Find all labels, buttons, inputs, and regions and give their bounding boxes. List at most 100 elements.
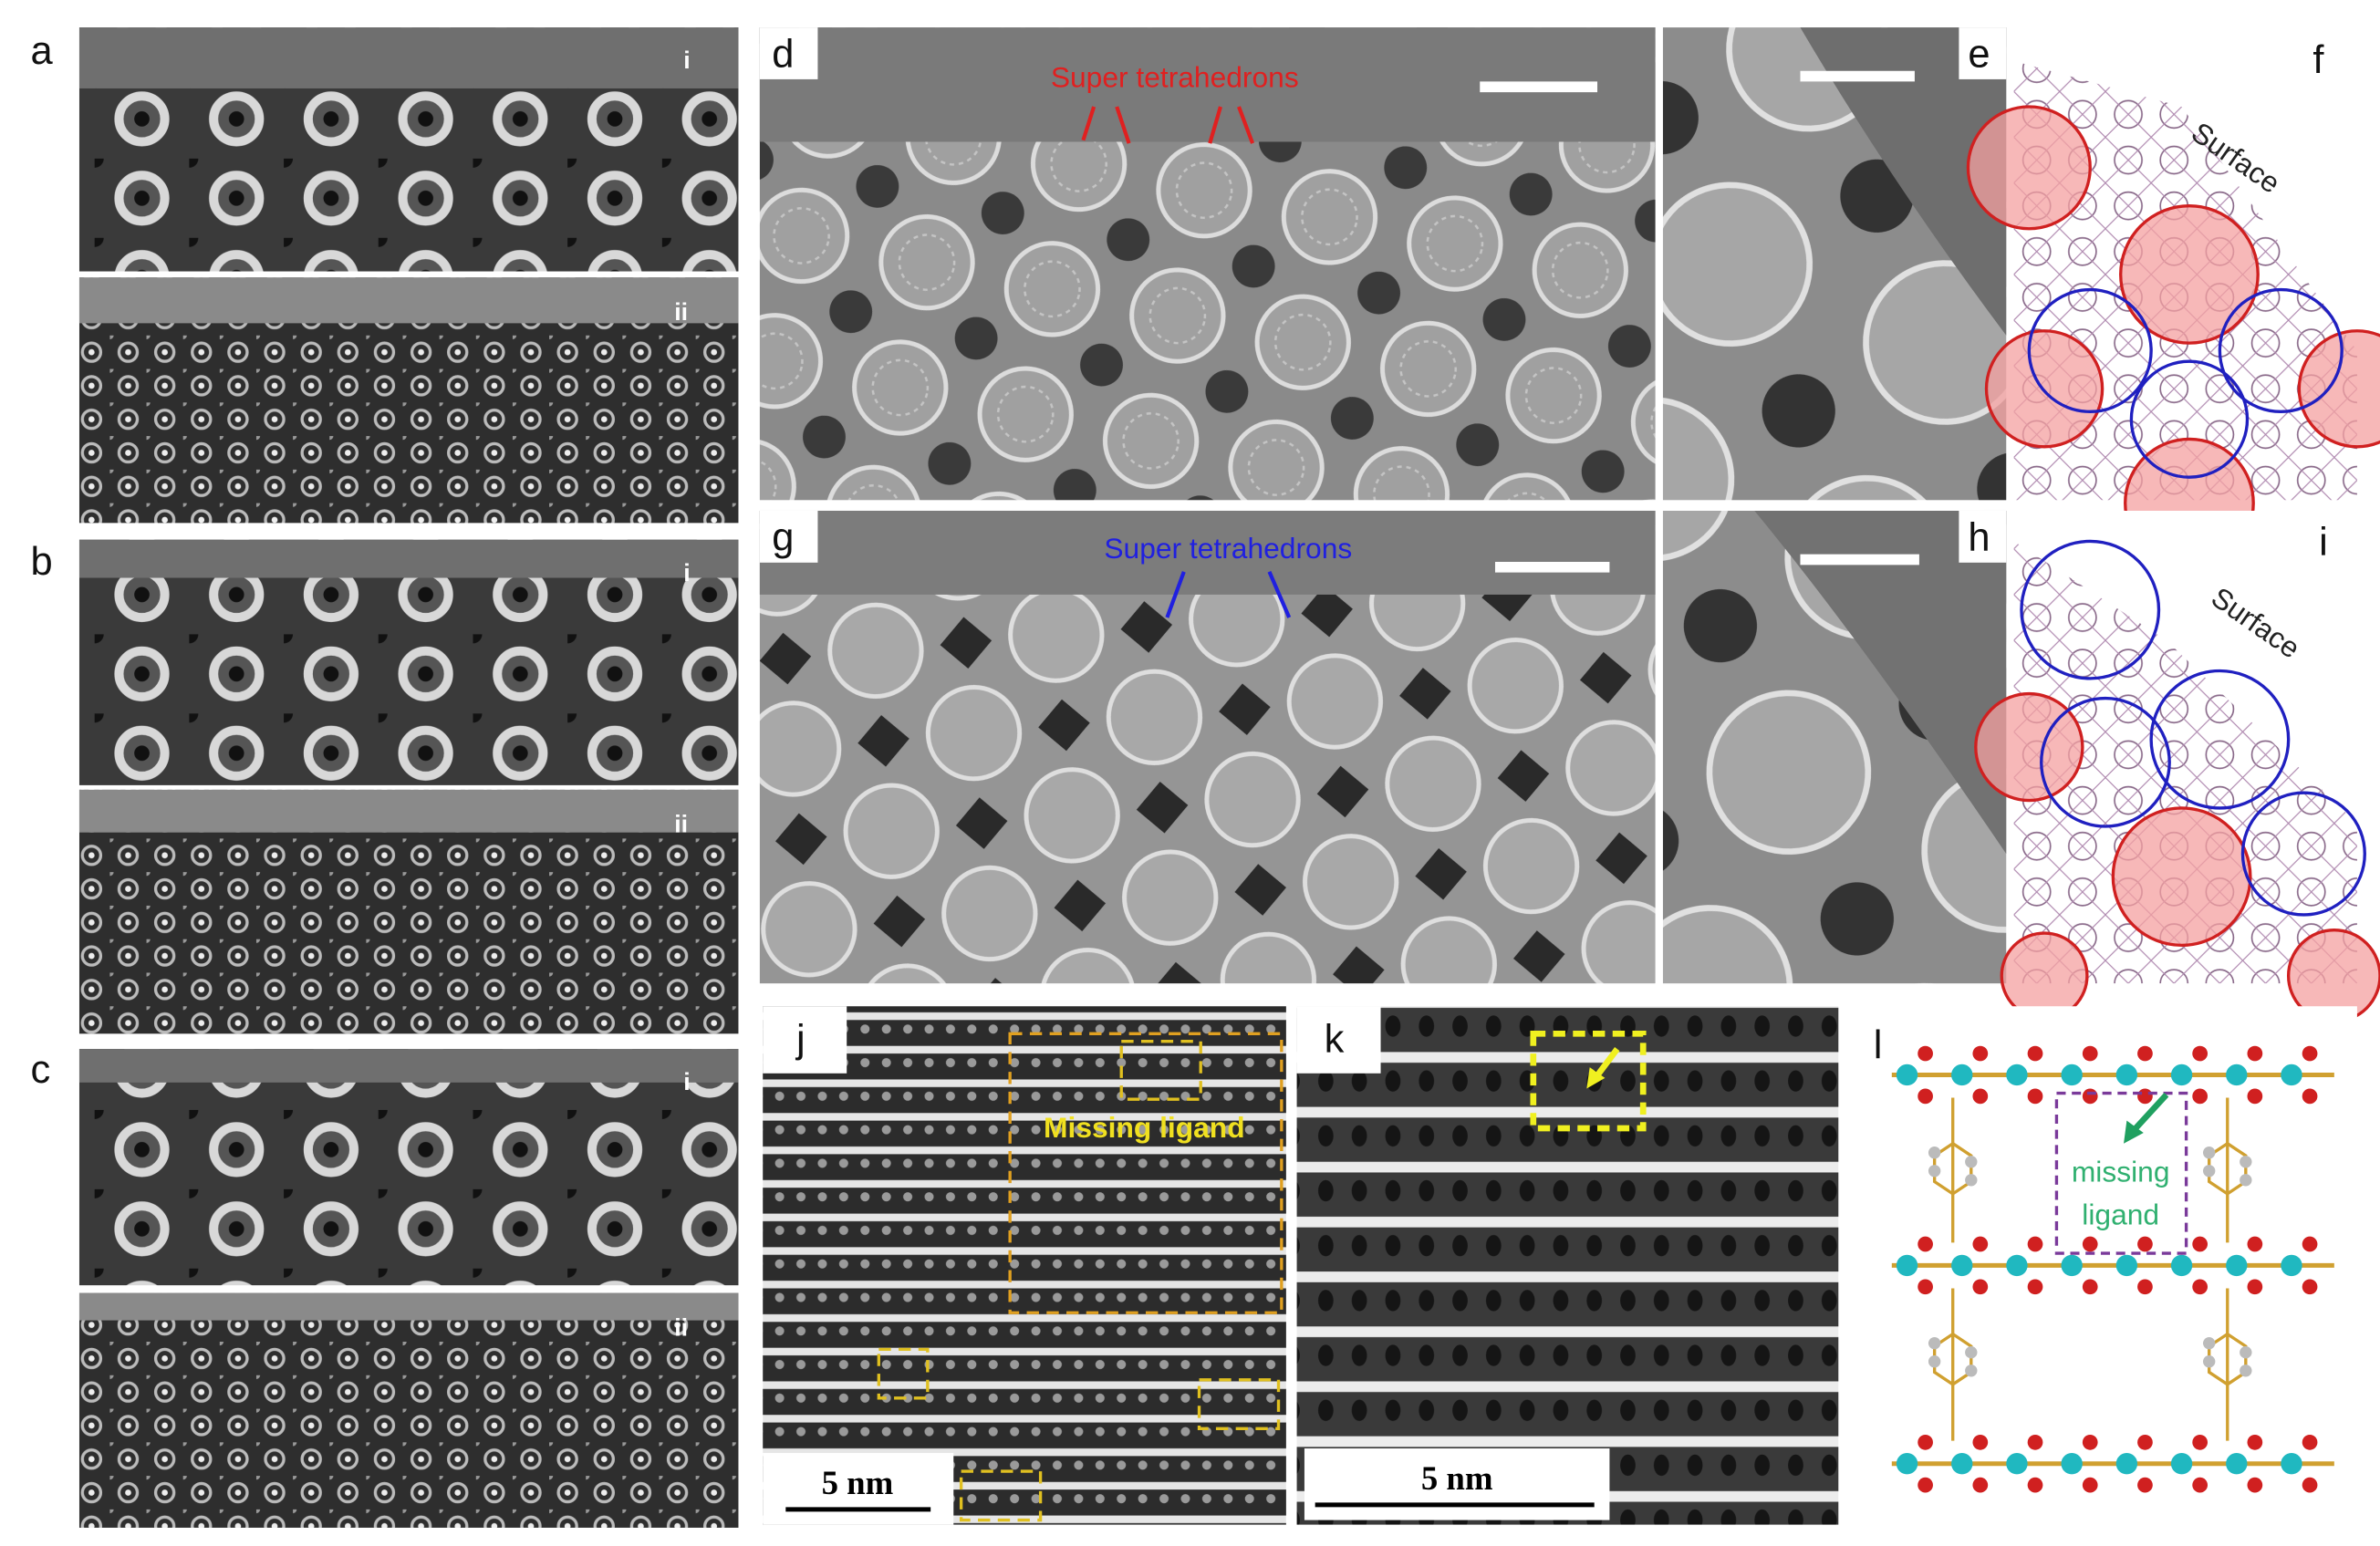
atom-gray [1928, 1165, 1941, 1178]
atom-red [2137, 1236, 2153, 1252]
cage [2040, 696, 2171, 828]
panel-label: d [772, 33, 794, 77]
atom-red [2192, 1236, 2209, 1252]
atom-red [2302, 1434, 2318, 1450]
atom-red [2192, 1279, 2209, 1295]
panel-label: i [2319, 520, 2328, 564]
panel-label: l [1874, 1023, 1883, 1067]
image [78, 1049, 739, 1286]
atom-cyan [2006, 1254, 2028, 1277]
atom-red [2027, 1279, 2043, 1295]
diagram-mesh [2013, 541, 2357, 984]
atom-red [2247, 1279, 2263, 1295]
atom-cyan [2061, 1064, 2083, 1086]
atom-red [2027, 1477, 2043, 1493]
atom-red [2247, 1236, 2263, 1252]
panel-label: g [772, 515, 794, 559]
panel-label: c [30, 1048, 50, 1092]
atom-red [2137, 1045, 2153, 1062]
atom-red [2192, 1477, 2209, 1493]
atom-red [1918, 1434, 1933, 1450]
atom-cyan [2170, 1453, 2193, 1475]
cage [2020, 539, 2161, 680]
atom-red [2247, 1477, 2263, 1493]
atom-red [1918, 1088, 1933, 1105]
scale-bar-bg [1304, 1448, 1610, 1520]
atom-red [2302, 1088, 2318, 1105]
atom-cyan [2061, 1254, 2083, 1277]
sub-label: i [683, 559, 690, 586]
panel-label: k [1325, 1017, 1345, 1061]
atom-cyan [2006, 1453, 2028, 1475]
annotation: missing [2072, 1155, 2170, 1188]
atom-cyan [2115, 1064, 2138, 1086]
annotation: Super tetrahedrons [1051, 60, 1299, 93]
cage [1966, 105, 2092, 231]
atom-red [2247, 1045, 2263, 1062]
atom-red [2247, 1434, 2263, 1450]
atom-cyan [1896, 1453, 1918, 1475]
cage [2111, 806, 2252, 948]
atom-gray [2240, 1364, 2252, 1377]
atom-cyan [1951, 1064, 1973, 1086]
image [1296, 1006, 1839, 1525]
image-surface [78, 277, 739, 324]
panel-label: a [30, 29, 53, 73]
image-surface [78, 1292, 739, 1321]
label-bg [1959, 27, 2007, 79]
atom-red [1972, 1045, 1989, 1062]
cage [2297, 329, 2380, 449]
cage [2027, 287, 2153, 414]
atom-cyan [2226, 1254, 2248, 1277]
annotation: Super tetrahedrons [1104, 532, 1352, 565]
image-surface [78, 789, 739, 833]
atom-cyan [2281, 1453, 2302, 1475]
highlight-boxes [877, 1031, 1647, 1522]
label-bg [1959, 510, 2007, 563]
arrows-g [1165, 571, 1292, 618]
arrow [1081, 106, 1096, 141]
sub-label: i [683, 47, 690, 74]
atom-red [1972, 1088, 1989, 1105]
image [78, 1292, 739, 1528]
atom-gray [2202, 1355, 2216, 1368]
atom-red [2302, 1477, 2318, 1493]
arrow [2130, 1092, 2169, 1134]
panel-label: f [2312, 38, 2324, 82]
molecule [1891, 1045, 2334, 1493]
atom-red [2082, 1236, 2098, 1252]
atom-cyan [2061, 1453, 2083, 1475]
box [1197, 1378, 1281, 1430]
label-bg [763, 1006, 847, 1074]
atom-gray [1965, 1346, 1978, 1359]
atom-cyan [2006, 1064, 2028, 1086]
arrows-d [1081, 106, 1255, 144]
label-bg [759, 510, 818, 563]
image-surface [78, 539, 739, 578]
diagram-i [1974, 539, 2380, 1023]
atom-red [2137, 1088, 2153, 1105]
arrow-head [2124, 1120, 2144, 1144]
atom-red [1918, 1045, 1933, 1062]
atom-red [2137, 1279, 2153, 1295]
arrow-head [1586, 1067, 1606, 1089]
atom-red [2192, 1045, 2209, 1062]
atom-gray [1965, 1174, 1978, 1187]
atom-red [2137, 1434, 2153, 1450]
cage [2218, 287, 2344, 414]
box [959, 1469, 1043, 1522]
annotation: Missing ligand [1044, 1111, 1245, 1144]
image-surface [78, 1049, 739, 1083]
atom-gray [2240, 1346, 2252, 1359]
atom-cyan [1896, 1254, 1918, 1277]
atom-cyan [2115, 1254, 2138, 1277]
arrow [1208, 106, 1222, 144]
image-surface [1754, 510, 2007, 855]
atom-red [2137, 1477, 2153, 1493]
box [1008, 1032, 1284, 1314]
atom-red [1918, 1279, 1933, 1295]
atom-red [2027, 1236, 2043, 1252]
arrow [1267, 571, 1292, 618]
sub-label: ii [674, 1313, 688, 1341]
